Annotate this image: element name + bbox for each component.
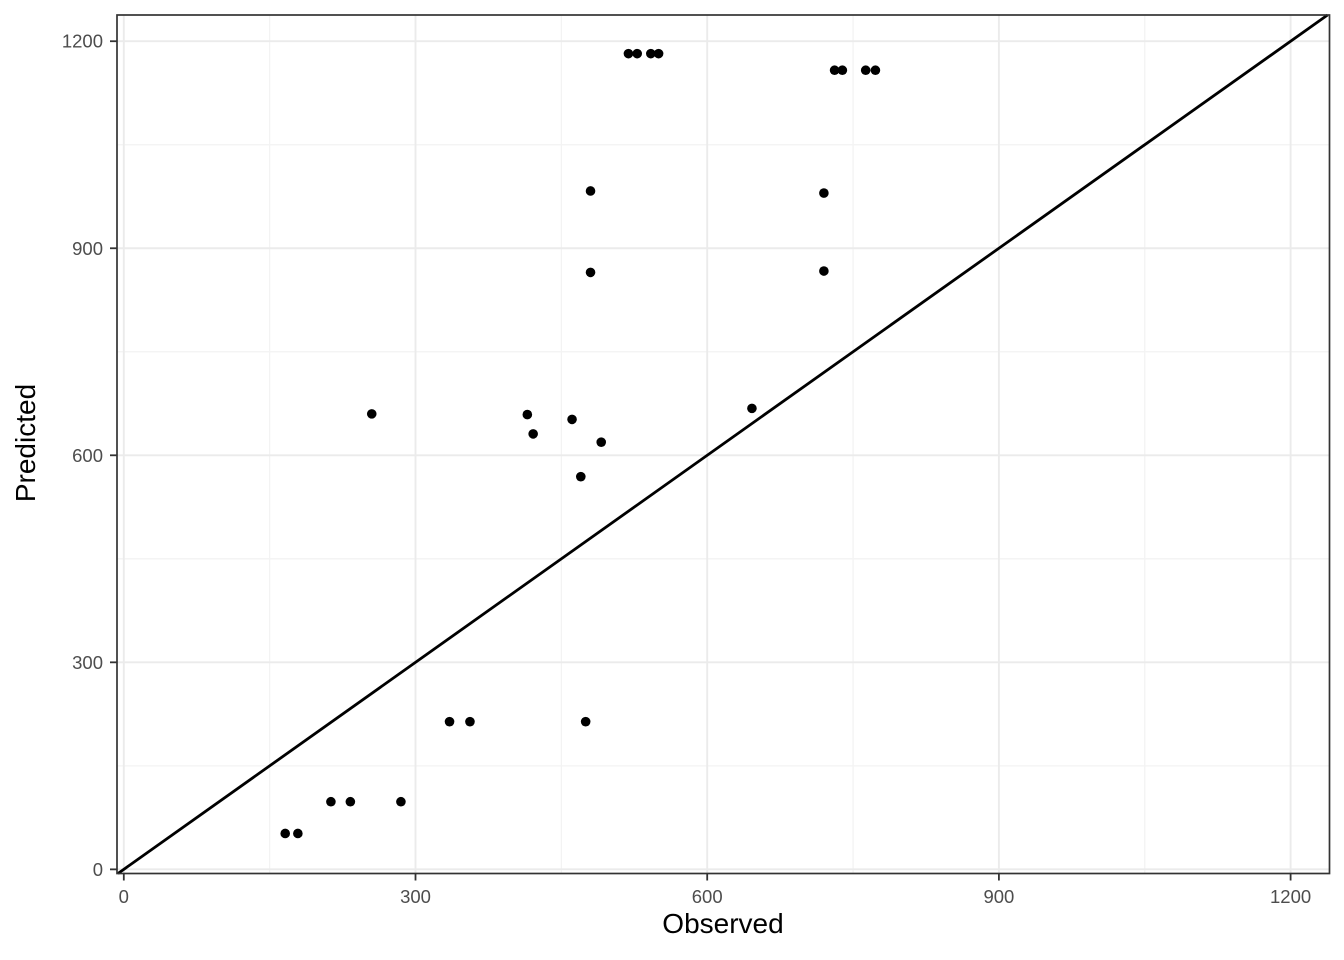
x-axis-tick-label: 0 [119, 886, 129, 907]
identity-line [117, 13, 1329, 875]
data-point [837, 65, 848, 76]
data-point [632, 48, 642, 59]
data-point [747, 403, 757, 414]
data-point [596, 437, 607, 447]
data-point [576, 471, 586, 482]
data-point [580, 716, 591, 727]
data-point [465, 716, 475, 727]
data-point [819, 266, 829, 276]
x-axis-tick-label: 1200 [1270, 886, 1311, 907]
data-point [623, 48, 634, 59]
panel-border [116, 14, 1331, 875]
y-axis-title: Predicted [10, 383, 41, 503]
data-point [366, 409, 377, 419]
y-axis-tick-label: 0 [93, 859, 103, 880]
data-point [860, 65, 871, 76]
data-point [870, 65, 881, 76]
data-point [345, 796, 356, 807]
data-point [528, 429, 538, 439]
x-axis-title: Observed [662, 908, 784, 939]
y-axis-tick-label: 300 [72, 652, 103, 673]
data-point [280, 828, 291, 839]
x-axis-tick-label: 600 [692, 886, 723, 907]
data-point [646, 48, 656, 59]
data-point [567, 414, 577, 425]
data-point [653, 48, 664, 59]
x-axis-tick-label: 900 [983, 886, 1014, 907]
data-point [444, 716, 455, 727]
data-point [829, 65, 840, 76]
data-point [585, 186, 596, 196]
data-point [396, 796, 406, 807]
data-point [819, 188, 829, 198]
data-point [293, 828, 303, 839]
y-axis-tick-label: 600 [72, 445, 103, 466]
x-axis-tick-label: 300 [400, 886, 431, 907]
y-axis-tick-label: 900 [72, 238, 103, 259]
data-point [326, 796, 336, 807]
y-axis-tick-label: 1200 [62, 31, 103, 52]
data-point [522, 409, 533, 420]
data-point [585, 267, 596, 278]
